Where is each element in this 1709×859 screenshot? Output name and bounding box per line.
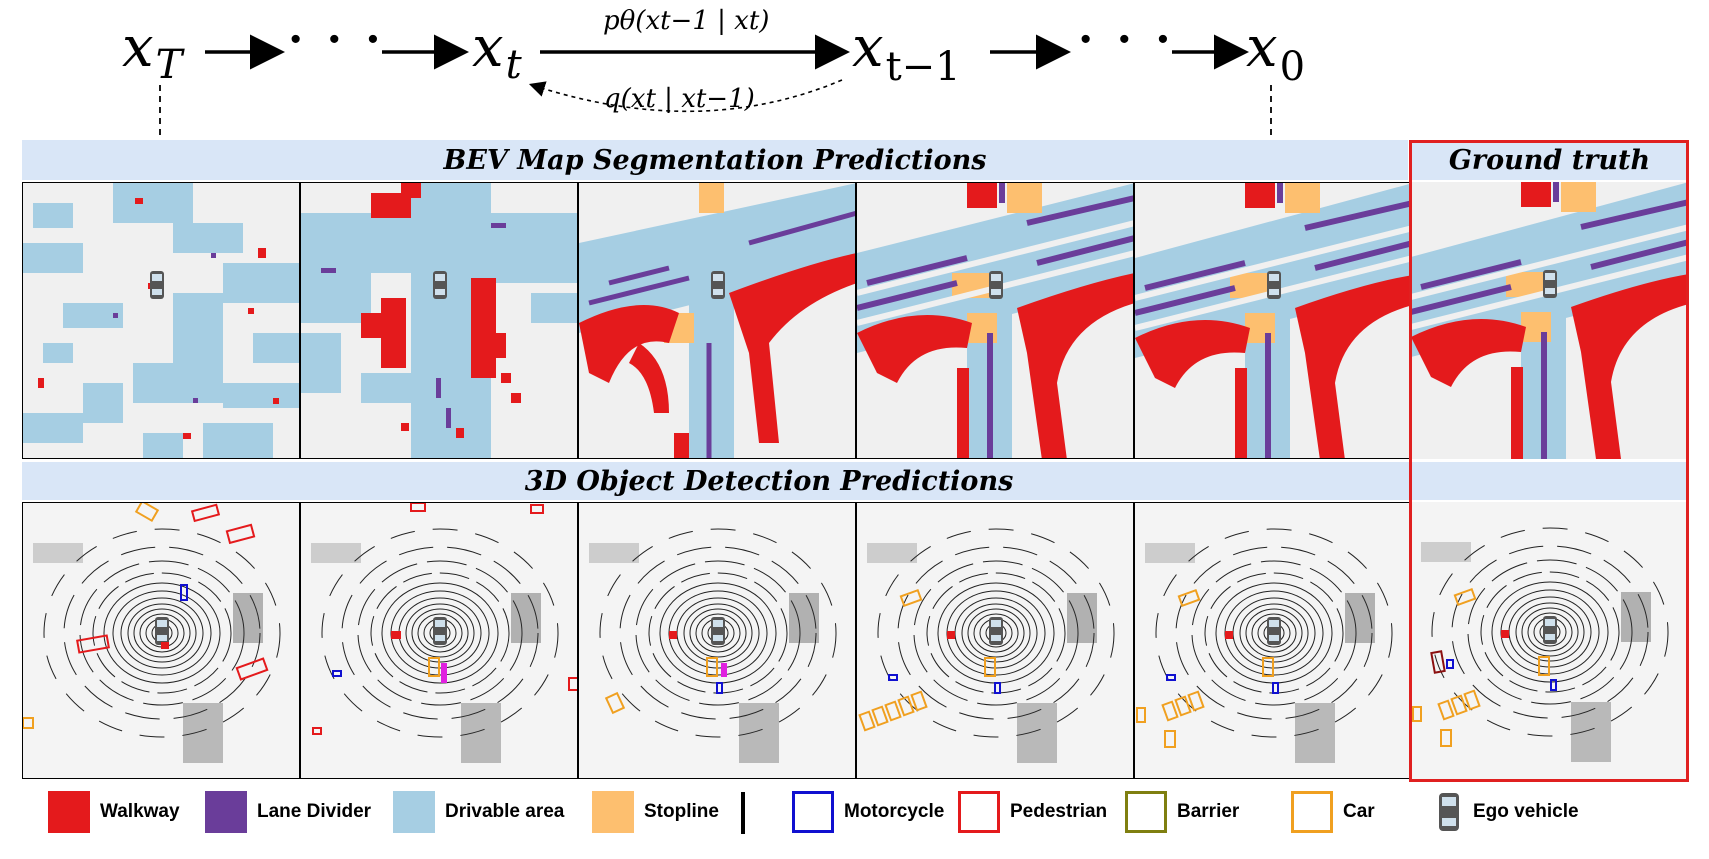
- walkway-label: Walkway: [100, 801, 180, 822]
- drivable-area-swatch: [393, 791, 435, 833]
- legend-car: Car: [1291, 790, 1375, 834]
- motorcycle-swatch: [792, 791, 834, 833]
- pedestrian-swatch: [958, 791, 1000, 833]
- legend-barrier: Barrier: [1125, 790, 1239, 834]
- legend-stopline: Stopline: [592, 790, 719, 834]
- legend-drivable-area: Drivable area: [393, 790, 564, 834]
- diffusion-chain-arrows: [159, 34, 1272, 140]
- bev-panel-step-3: [578, 182, 856, 459]
- barrier-swatch: [1125, 791, 1167, 833]
- forward-process-label: q(xt | xt−1): [604, 84, 755, 114]
- car-label: Car: [1343, 801, 1375, 822]
- ego-vehicle-label: Ego vehicle: [1473, 801, 1579, 822]
- motorcycle-label: Motorcycle: [844, 801, 945, 822]
- ego-vehicle-icon: [1439, 793, 1459, 831]
- legend-walkway: Walkway: [48, 790, 180, 834]
- bev-panel-step-2: [300, 182, 578, 459]
- ego-vehicle: [150, 271, 164, 299]
- bev-panel-ground-truth: [1411, 182, 1689, 459]
- ellipsis-left: · · ·: [288, 14, 385, 65]
- detection-panel-ground-truth: [1411, 502, 1689, 779]
- detection-panel-step-2: [300, 502, 578, 779]
- node-x-t-minus-1: xt−1: [852, 15, 961, 90]
- bev-section-title: BEV Map Segmentation Predictions: [22, 140, 1408, 180]
- bev-panel-step-0: [1134, 182, 1412, 459]
- arrow-forward-noise: [528, 79, 843, 113]
- bev-panel-step-4: [856, 182, 1134, 459]
- legend-separator: [741, 792, 745, 834]
- walkway-swatch: [48, 791, 90, 833]
- node-x-T: xT: [122, 15, 183, 88]
- legend-pedestrian: Pedestrian: [958, 790, 1107, 834]
- stopline-label: Stopline: [644, 801, 719, 822]
- pedestrian-label: Pedestrian: [1010, 801, 1108, 822]
- car-swatch: [1291, 791, 1333, 833]
- lane-divider-label: Lane Divider: [257, 801, 372, 822]
- drivable-area-noise: [23, 183, 299, 458]
- ground-truth-title: Ground truth: [1411, 140, 1688, 180]
- lane-divider-swatch: [205, 791, 247, 833]
- detection-section-title: 3D Object Detection Predictions: [22, 462, 1688, 500]
- detection-panel-step-T: [22, 502, 300, 779]
- legend-ego-vehicle: Ego vehicle: [1437, 790, 1579, 834]
- detection-panel-step-4: [856, 502, 1134, 779]
- lane-divider-noise: [113, 253, 216, 403]
- barrier-label: Barrier: [1177, 801, 1240, 822]
- node-x-0: x0: [1246, 15, 1306, 90]
- reverse-process-label: pθ(xt−1 | xt): [603, 6, 770, 36]
- stopline-swatch: [592, 791, 634, 833]
- legend-motorcycle: Motorcycle: [792, 790, 944, 834]
- legend-lane-divider: Lane Divider: [205, 790, 371, 834]
- bev-panel-step-T: [22, 182, 300, 459]
- drivable-area-label: Drivable area: [445, 801, 565, 822]
- node-x-t: xt: [472, 15, 522, 88]
- detection-panel-step-0: [1134, 502, 1412, 779]
- ellipsis-right: · · ·: [1078, 14, 1175, 65]
- detection-panel-step-3: [578, 502, 856, 779]
